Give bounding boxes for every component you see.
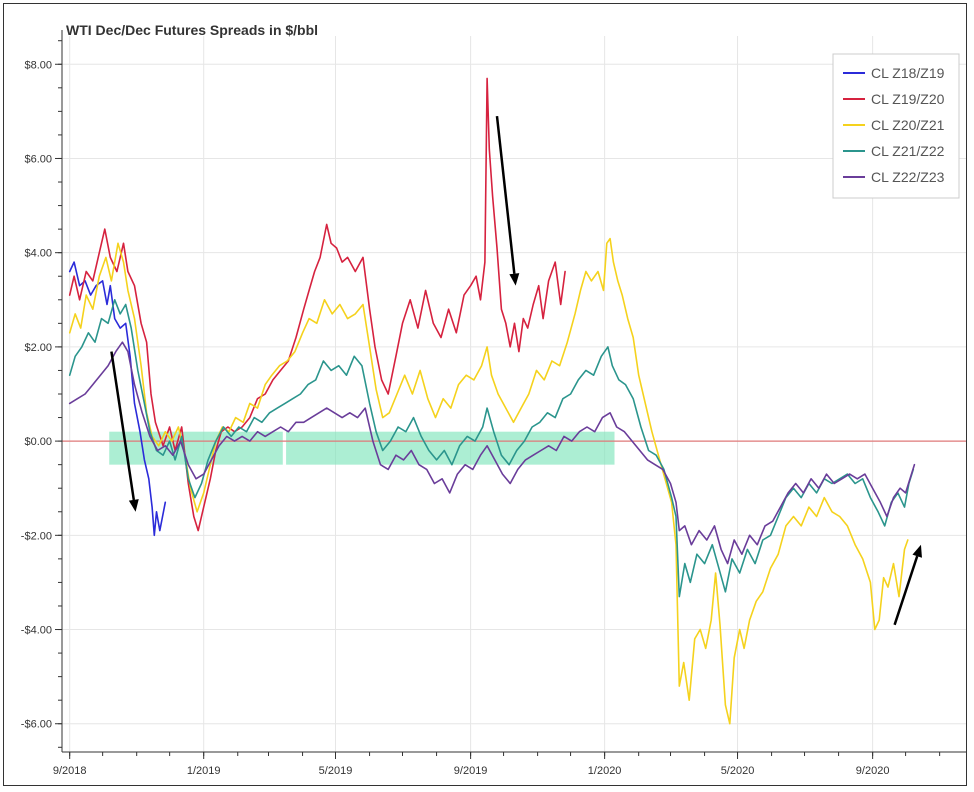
legend-label: CL Z18/Z19: [871, 65, 945, 81]
y-tick-label: -$4.00: [21, 625, 52, 637]
annotation-arrow-head: [912, 544, 922, 558]
annotation-arrow-shaft: [893, 555, 919, 626]
legend-label: CL Z21/Z22: [871, 143, 945, 159]
x-tick-label: 1/2019: [187, 765, 221, 777]
annotation-arrow-shaft: [495, 115, 516, 274]
x-tick-label: 9/2020: [856, 765, 890, 777]
x-tick-label: 9/2018: [53, 765, 87, 777]
annotation-arrow-shaft: [110, 351, 136, 501]
highlight-band: [109, 431, 283, 465]
y-tick-label: $0.00: [24, 436, 52, 448]
y-tick-label: $2.00: [24, 342, 52, 354]
series-line-4: [68, 298, 915, 598]
series-line-5: [68, 341, 916, 565]
y-tick-label: $4.00: [24, 248, 52, 260]
x-tick-label: 5/2019: [319, 765, 353, 777]
x-tick-label: 5/2020: [721, 765, 755, 777]
y-tick-label: $8.00: [24, 59, 52, 71]
highlight-band: [286, 431, 615, 465]
legend-label: CL Z19/Z20: [871, 91, 945, 107]
legend-label: CL Z22/Z23: [871, 169, 945, 185]
series-line-1: [68, 261, 167, 537]
legend-label: CL Z20/Z21: [871, 117, 945, 133]
y-tick-label: $6.00: [24, 153, 52, 165]
y-tick-label: -$2.00: [21, 530, 52, 542]
series-line-2: [68, 77, 566, 532]
y-tick-label: -$6.00: [21, 719, 52, 731]
annotation-arrow-head: [509, 273, 520, 286]
chart-frame: WTI Dec/Dec Futures Spreads in $/bbl: [3, 3, 967, 786]
chart-title: WTI Dec/Dec Futures Spreads in $/bbl: [66, 22, 319, 38]
annotation-arrow-head: [128, 499, 139, 512]
x-tick-label: 9/2019: [454, 765, 488, 777]
series-line-3: [68, 237, 909, 725]
x-tick-label: 1/2020: [588, 765, 622, 777]
